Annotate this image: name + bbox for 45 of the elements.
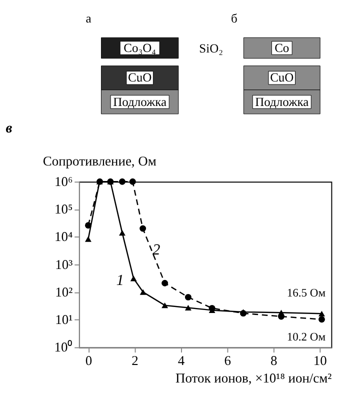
point bbox=[140, 289, 146, 295]
text: CuO bbox=[270, 70, 294, 85]
text: Co bbox=[274, 40, 290, 55]
y-tick-label: 10⁵ bbox=[54, 202, 73, 217]
x-tick-label: 2 bbox=[132, 353, 138, 368]
text: а bbox=[86, 11, 92, 26]
point bbox=[140, 225, 146, 232]
point bbox=[278, 313, 284, 320]
text: Подложка bbox=[113, 94, 168, 109]
y-tick-label: 10⁶ bbox=[54, 174, 73, 189]
point bbox=[184, 304, 192, 311]
point bbox=[162, 280, 168, 286]
y-tick-label: 10³ bbox=[55, 256, 73, 272]
point bbox=[119, 178, 126, 185]
x-tick-label: 4 bbox=[178, 353, 185, 368]
point bbox=[84, 222, 92, 229]
y-tick-label: 10⁴ bbox=[54, 229, 73, 244]
point bbox=[318, 310, 325, 316]
annotation: 16.5 Ом bbox=[286, 287, 326, 300]
y-tick-label: 10⁰ bbox=[54, 340, 73, 355]
y-tick-label: 10¹ bbox=[55, 312, 73, 327]
series-label: 2 bbox=[152, 242, 160, 259]
point bbox=[162, 302, 168, 308]
annotation: 10.2 Ом bbox=[286, 332, 326, 344]
x-tick-label: 10 bbox=[313, 353, 328, 368]
x-tick-label: 6 bbox=[224, 353, 232, 368]
point bbox=[129, 178, 136, 185]
series-label: 1 bbox=[116, 272, 124, 290]
chart-title: в bbox=[6, 120, 13, 137]
text: б bbox=[230, 11, 238, 26]
x-tick-label: 0 bbox=[85, 353, 92, 368]
text: Подложка bbox=[255, 94, 310, 109]
point bbox=[84, 236, 92, 242]
y-axis-title: Сопротивление, Ом bbox=[42, 154, 157, 169]
y-tick-label: 10² bbox=[55, 284, 73, 300]
point bbox=[119, 230, 126, 236]
point bbox=[184, 294, 192, 300]
text: CuO bbox=[128, 70, 152, 85]
text: Co₃O₄ bbox=[124, 40, 156, 55]
text: SiO₂ bbox=[199, 41, 223, 56]
x-axis-title: Поток ионов, ×10¹⁸ ион/см² bbox=[175, 370, 332, 386]
point bbox=[318, 316, 325, 323]
x-tick-label: 8 bbox=[270, 353, 278, 368]
point bbox=[130, 276, 137, 282]
point bbox=[208, 304, 216, 312]
